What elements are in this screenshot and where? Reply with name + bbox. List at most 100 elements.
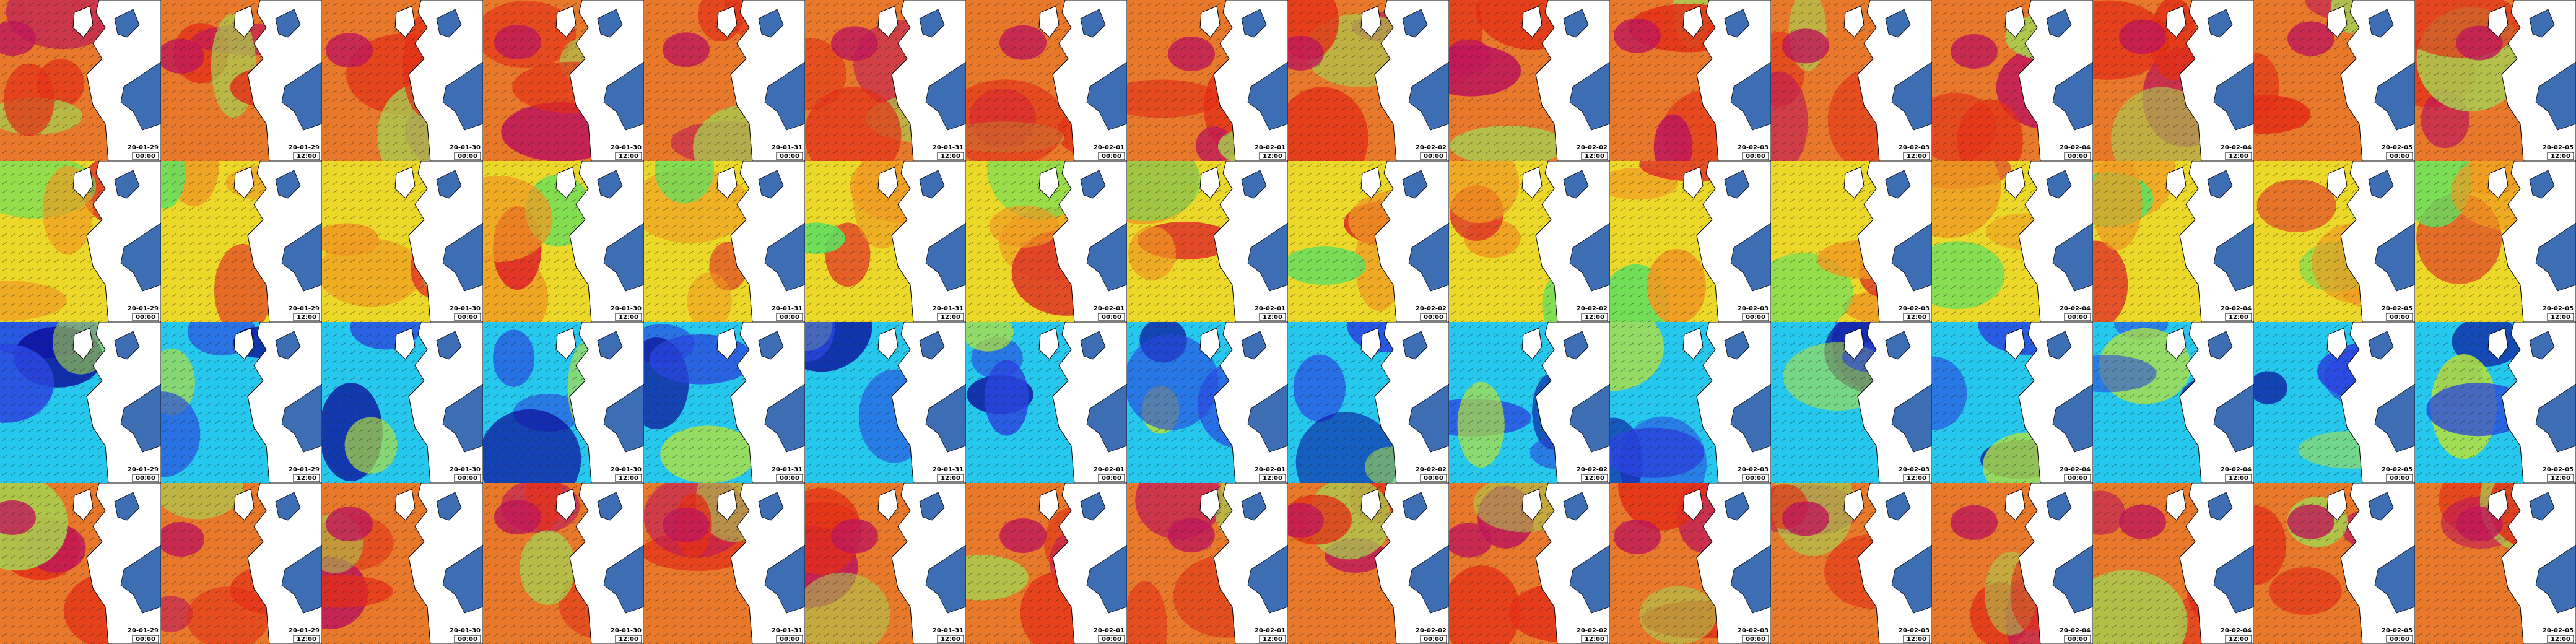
date-label: 20-01-29 <box>289 627 320 634</box>
date-box <box>1409 466 1448 473</box>
map-tile: 20-02-03 00:00 <box>1610 161 1771 322</box>
sea <box>442 222 483 292</box>
sea <box>1891 222 1932 292</box>
date-box <box>1409 627 1448 634</box>
date-label: 20-01-30 <box>611 466 642 473</box>
sea <box>1080 9 1106 38</box>
date-box <box>2536 466 2575 473</box>
sea <box>2529 331 2555 360</box>
time-label: 00:00 <box>1746 314 1765 321</box>
map-tile: 20-02-01 12:00 <box>1127 0 1288 161</box>
sea <box>2535 383 2576 453</box>
sea <box>2046 331 2072 360</box>
date-label: 20-01-30 <box>611 627 642 634</box>
time-box <box>937 152 964 160</box>
island <box>1199 328 1221 360</box>
island <box>1682 6 1704 38</box>
sea <box>281 544 322 614</box>
time-box <box>1259 635 1286 643</box>
sea <box>2213 544 2254 614</box>
time-label: 12:00 <box>941 153 960 160</box>
date-box <box>1570 627 1609 634</box>
time-box <box>615 313 642 321</box>
map-tile: 20-01-29 00:00 <box>0 322 161 483</box>
date-box <box>2375 144 2414 151</box>
date-label: 20-02-02 <box>1577 305 1608 312</box>
time-label: 12:00 <box>1907 153 1926 160</box>
island <box>72 167 94 199</box>
time-label: 12:00 <box>297 636 316 643</box>
island <box>2165 167 2187 199</box>
date-label: 20-02-05 <box>2382 305 2413 312</box>
island <box>2004 489 2026 521</box>
island <box>555 328 577 360</box>
time-label: 00:00 <box>2068 314 2087 321</box>
map-tile: 20-01-30 12:00 <box>483 0 644 161</box>
time-box <box>132 313 159 321</box>
time-label: 00:00 <box>2068 475 2087 482</box>
date-box <box>2375 627 2414 634</box>
time-box <box>1581 635 1608 643</box>
map-tile: 20-02-04 00:00 <box>1932 161 2093 322</box>
map-tile: 20-02-03 12:00 <box>1771 0 1932 161</box>
sea <box>2374 383 2415 453</box>
sea <box>1730 383 1771 453</box>
sea <box>1402 170 1428 199</box>
map-tile: 20-01-30 12:00 <box>483 483 644 644</box>
sea <box>2207 170 2233 199</box>
island <box>1038 328 1060 360</box>
time-box <box>132 635 159 643</box>
sea <box>1891 544 1932 614</box>
date-box <box>926 305 965 312</box>
date-box <box>1892 305 1931 312</box>
time-box <box>937 635 964 643</box>
sea <box>925 222 966 292</box>
date-label: 20-01-31 <box>933 466 964 473</box>
map-tile: 20-02-02 12:00 <box>1449 0 1610 161</box>
date-label: 20-02-01 <box>1094 627 1125 634</box>
time-box <box>454 313 481 321</box>
sea <box>925 61 966 131</box>
island <box>2326 489 2348 521</box>
time-label: 00:00 <box>2390 153 2409 160</box>
date-box <box>1570 144 1609 151</box>
map-tile: 20-02-05 12:00 <box>2415 0 2576 161</box>
date-label: 20-02-02 <box>1416 466 1447 473</box>
date-box <box>1731 144 1770 151</box>
map-tile: 20-01-29 12:00 <box>161 161 322 322</box>
sea <box>1885 331 1911 360</box>
sea <box>2529 170 2555 199</box>
island <box>2165 328 2187 360</box>
time-box <box>2064 635 2091 643</box>
date-label: 20-01-29 <box>289 144 320 151</box>
map-tile: 20-02-01 00:00 <box>966 0 1127 161</box>
time-label: 12:00 <box>1585 636 1604 643</box>
island <box>1843 167 1865 199</box>
time-box <box>776 635 803 643</box>
sea <box>2368 170 2394 199</box>
sea <box>436 331 462 360</box>
date-label: 20-01-31 <box>933 144 964 151</box>
time-box <box>1903 152 1930 160</box>
date-label: 20-02-02 <box>1416 305 1447 312</box>
date-box <box>2536 144 2575 151</box>
island <box>2165 6 2187 38</box>
sea <box>758 492 784 521</box>
time-label: 00:00 <box>1746 475 1765 482</box>
date-label: 20-01-30 <box>611 305 642 312</box>
time-label: 00:00 <box>2068 636 2087 643</box>
map-tile: 20-02-01 12:00 <box>1127 161 1288 322</box>
island <box>233 6 255 38</box>
map-tile: 20-02-01 00:00 <box>966 483 1127 644</box>
date-label: 20-02-04 <box>2060 466 2091 473</box>
date-label: 20-02-04 <box>2221 627 2252 634</box>
sea <box>603 383 644 453</box>
date-label: 20-01-31 <box>772 305 803 312</box>
date-label: 20-02-01 <box>1255 305 1286 312</box>
sea <box>2368 331 2394 360</box>
sea <box>442 544 483 614</box>
date-box <box>2214 627 2253 634</box>
sea <box>1241 331 1267 360</box>
map-tile: 20-02-05 00:00 <box>2254 322 2415 483</box>
map-tile: 20-02-02 00:00 <box>1288 0 1449 161</box>
